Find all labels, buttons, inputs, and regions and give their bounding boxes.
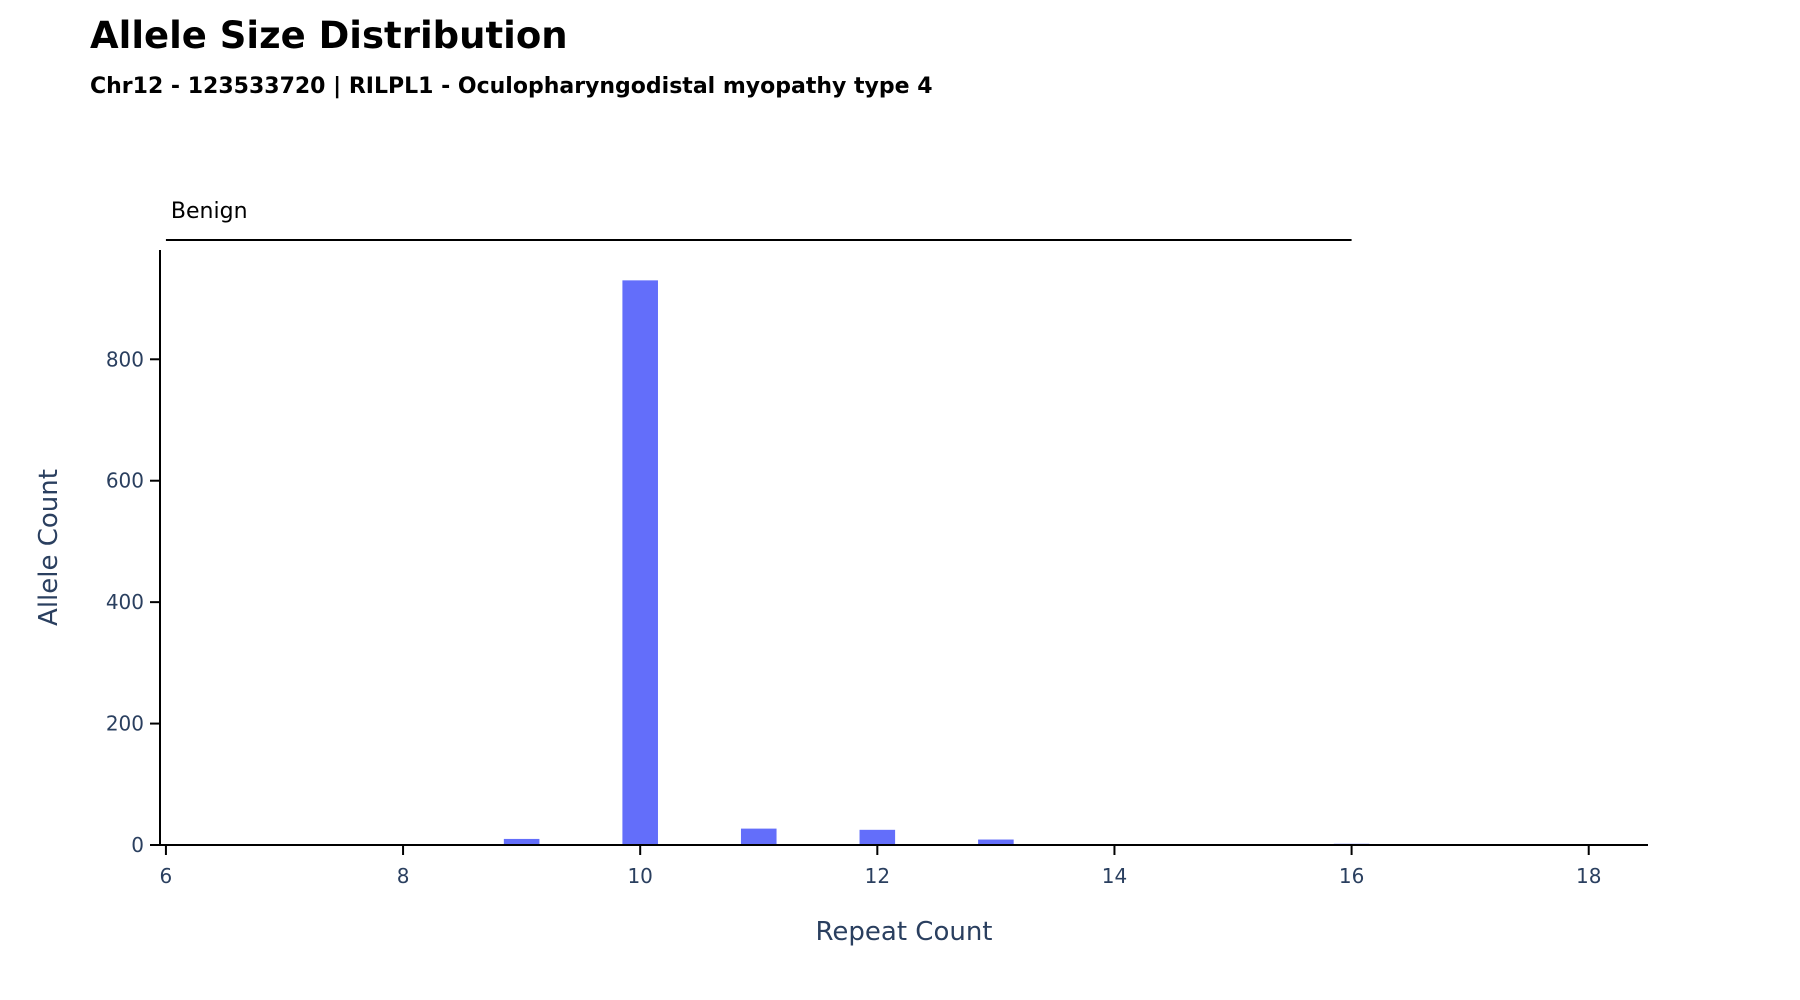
x-tick-label: 12 [865, 864, 890, 888]
bar-repeat-13 [978, 839, 1014, 845]
y-ticks: 0 200 400 600 800 [106, 347, 160, 857]
y-tick-label: 600 [106, 469, 144, 493]
axes [159, 250, 1648, 846]
x-tick-label: 6 [160, 864, 173, 888]
y-tick-label: 0 [131, 833, 144, 857]
y-tick-label: 200 [106, 712, 144, 736]
range-annotations: Benign [165, 199, 1352, 241]
bar-repeat-12 [859, 829, 896, 845]
range-label-0: Benign [171, 199, 248, 224]
bar-repeat-10 [622, 280, 658, 845]
y-tick-label: 400 [106, 590, 144, 614]
bar-repeat-9 [503, 838, 540, 845]
x-axis-title: Repeat Count [816, 917, 993, 947]
x-tick-label: 18 [1576, 864, 1601, 888]
x-tick-label: 16 [1339, 864, 1364, 888]
x-tick-label: 14 [1102, 864, 1127, 888]
chart-title: Allele Size Distribution [90, 14, 568, 57]
y-axis-title: Allele Count [34, 469, 64, 626]
bars [503, 280, 1370, 845]
x-tick-label: 10 [627, 864, 652, 888]
y-tick-label: 800 [106, 347, 144, 371]
chart-subtitle: Chr12 - 123533720 | RILPL1 - Oculopharyn… [90, 74, 933, 99]
x-tick-label: 8 [397, 864, 410, 888]
bar-repeat-11 [740, 828, 777, 845]
x-ticks: 6 8 10 12 14 16 18 [160, 845, 1601, 888]
